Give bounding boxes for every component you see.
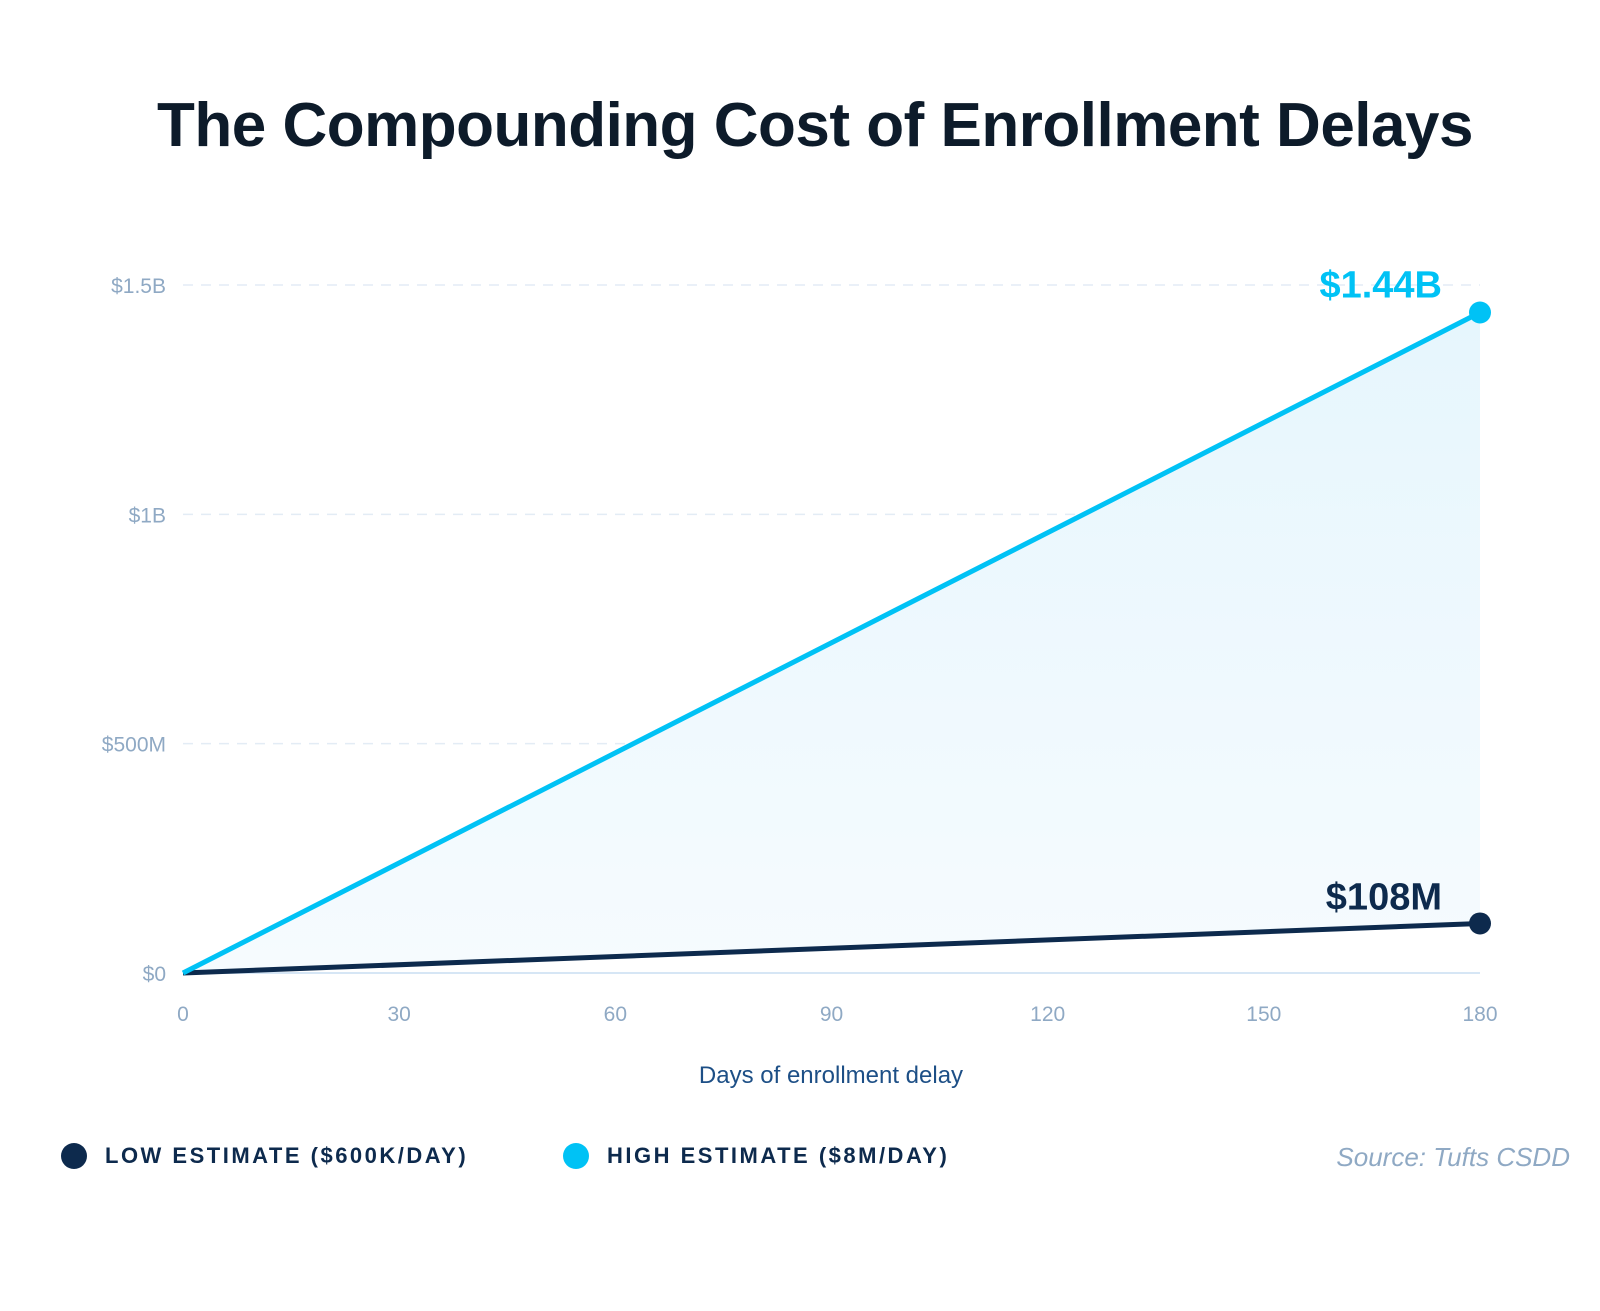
y-tick-label: $1.5B: [111, 275, 166, 298]
end-label-high: $1.44B: [1319, 265, 1442, 307]
x-axis-label: Days of enrollment delay: [699, 1062, 963, 1089]
legend-swatch-high: [563, 1143, 589, 1169]
legend-swatch-low: [61, 1143, 87, 1169]
y-tick-label: $500M: [102, 734, 166, 757]
x-tick-label: 180: [1462, 1003, 1497, 1026]
end-point-high: [1469, 301, 1491, 324]
series-line-low: [182, 920, 1481, 976]
x-tick-label: 90: [820, 1003, 843, 1026]
x-tick-label: 120: [1030, 1003, 1065, 1026]
end-label-low: $108M: [1326, 876, 1442, 918]
legend-label-low: LOW ESTIMATE ($600K/DAY): [105, 1143, 469, 1168]
end-point-low: [1469, 912, 1491, 935]
x-tick-label: 60: [604, 1003, 627, 1026]
legend-label-high: HIGH ESTIMATE ($8M/DAY): [607, 1143, 950, 1168]
x-tick-label: 30: [387, 1003, 410, 1026]
y-tick-label: $1B: [129, 504, 166, 527]
y-tick-label: $0: [143, 963, 166, 986]
series-line-high: [181, 310, 1482, 976]
chart-title: The Compounding Cost of Enrollment Delay…: [157, 91, 1473, 160]
legend-item-low: LOW ESTIMATE ($600K/DAY): [61, 1143, 468, 1169]
legend-item-high: HIGH ESTIMATE ($8M/DAY): [563, 1143, 949, 1169]
x-tick-label: 150: [1246, 1003, 1281, 1026]
source-note: Source: Tufts CSDD: [1336, 1142, 1570, 1172]
x-tick-label: 0: [177, 1003, 189, 1026]
